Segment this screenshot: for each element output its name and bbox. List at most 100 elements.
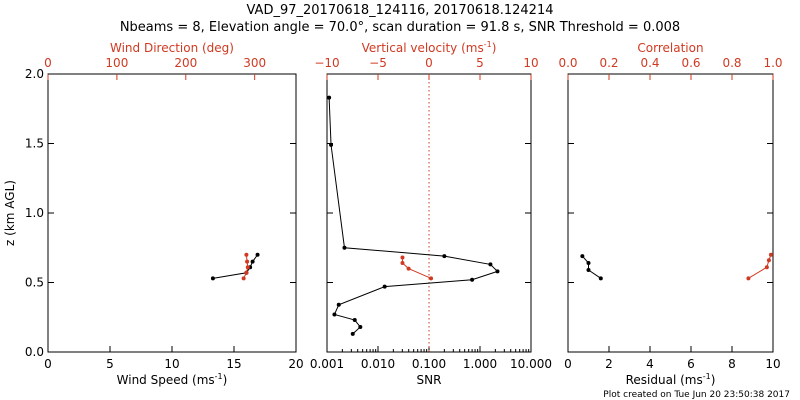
data-point (210, 276, 215, 281)
y-axis-label: z (km AGL) (3, 180, 17, 246)
data-point (241, 276, 246, 281)
bottom-axis-label-close: ) (711, 373, 716, 387)
data-point (358, 324, 363, 329)
data-point (586, 261, 591, 266)
series-line-snr (328, 97, 499, 335)
top-tick-label: 0.2 (599, 56, 618, 70)
bottom-tick-label: 20 (288, 357, 303, 371)
top-tick-label: 0.4 (640, 56, 659, 70)
series-line-vertical-velocity (401, 257, 432, 279)
data-point (350, 331, 355, 336)
data-point (598, 276, 603, 281)
bottom-tick-label: 1.000 (463, 357, 497, 371)
data-point (244, 270, 249, 275)
top-axis-label-text: Correlation (637, 41, 703, 55)
top-tick-label: 200 (174, 56, 197, 70)
plot-frame (47, 73, 297, 353)
panel-residual: 0 2 4 6 8 10 0.0 0.2 0.4 0.6 0.8 1.0 (558, 56, 782, 371)
top-tick-label: 0.6 (681, 56, 700, 70)
panel-snr: 0.001 0.010 0.100 1.000 10.000 −10 −5 0 5 10 (310, 56, 552, 371)
series-line-residual (581, 255, 602, 279)
series-line-correlation (748, 254, 772, 279)
data-point (580, 254, 585, 259)
y-tick-label: 2.0 (25, 67, 44, 81)
data-point (746, 276, 751, 281)
bottom-tick-label: 2 (605, 357, 613, 371)
top-axis-label: Correlation (637, 41, 703, 55)
plot-frame (567, 73, 774, 353)
top-axis-label: Wind Direction (deg) (110, 41, 234, 55)
data-point (327, 95, 332, 100)
data-point (382, 284, 387, 289)
bottom-tick-label: 8 (728, 357, 736, 371)
bottom-axis-label-text: Wind Speed (ms (117, 373, 215, 387)
top-axis-label-text: Vertical velocity (ms (362, 41, 484, 55)
bottom-axis-label-text: SNR (417, 373, 442, 387)
top-tick-label: 300 (243, 56, 266, 70)
top-axis-label-text: Wind Direction (deg) (110, 41, 234, 55)
bottom-tick-label: 0 (44, 357, 52, 371)
bottom-tick-label: 0.001 (310, 357, 344, 371)
data-point (352, 318, 357, 323)
data-point (768, 252, 773, 257)
bottom-tick-label: 0 (564, 357, 572, 371)
bottom-tick-label: 6 (687, 357, 695, 371)
bottom-axis-label: Residual (ms-1) (626, 372, 716, 387)
bottom-tick-label: 15 (226, 357, 241, 371)
data-point (488, 262, 493, 267)
bottom-tick-label: 0.010 (361, 357, 395, 371)
top-tick-label: −10 (314, 56, 339, 70)
bottom-axis-label: Wind Speed (ms-1) (117, 372, 228, 387)
top-tick-label: 10 (523, 56, 538, 70)
top-tick-label: 0.8 (722, 56, 741, 70)
data-point (764, 265, 769, 270)
data-point (255, 252, 260, 257)
bottom-axis-label-exponent: -1 (215, 372, 223, 381)
top-tick-label: 5 (476, 56, 484, 70)
data-point (245, 265, 250, 270)
bottom-tick-label: 5 (106, 357, 114, 371)
top-tick-label: −5 (369, 56, 387, 70)
data-point (244, 252, 249, 257)
bottom-tick-label: 10 (765, 357, 780, 371)
bottom-tick-label: 0.100 (412, 357, 446, 371)
data-point (766, 258, 771, 263)
figure-subtitle: Nbeams = 8, Elevation angle = 70.0°, sca… (120, 20, 680, 35)
figure-title: VAD_97_20170618_124116, 20170618.124214 (247, 3, 554, 18)
bottom-axis-label-text: Residual (ms (626, 373, 703, 387)
data-point (470, 277, 475, 282)
top-axis-label-exponent: -1 (484, 40, 492, 49)
data-point (400, 261, 405, 266)
data-point (495, 269, 500, 274)
bottom-axis-label-close: ) (223, 373, 228, 387)
top-tick-label: 0 (425, 56, 433, 70)
data-point (442, 254, 447, 259)
data-point (406, 266, 411, 271)
data-point (332, 312, 337, 317)
data-point (250, 259, 255, 264)
data-point (429, 276, 434, 281)
data-point (342, 245, 347, 250)
data-point (400, 255, 405, 260)
y-tick-label: 0.0 (25, 345, 44, 359)
top-tick-label: 1.0 (763, 56, 782, 70)
plot-credit: Plot created on Tue Jun 20 23:50:38 2017 (603, 390, 790, 400)
top-axis-label-close: ) (492, 41, 497, 55)
bottom-tick-label: 4 (646, 357, 654, 371)
top-tick-label: 100 (105, 56, 128, 70)
data-point (336, 302, 341, 307)
data-point (245, 259, 250, 264)
bottom-tick-label: 10.000 (510, 357, 552, 371)
bottom-axis-label-exponent: -1 (703, 372, 711, 381)
y-tick-label: 0.5 (25, 276, 44, 290)
top-tick-label: 0.0 (558, 56, 577, 70)
top-tick-label: 0 (44, 56, 52, 70)
bottom-tick-label: 10 (164, 357, 179, 371)
bottom-axis-label: SNR (417, 373, 442, 387)
top-axis-label: Vertical velocity (ms-1) (362, 40, 497, 55)
y-tick-label: 1.0 (25, 206, 44, 220)
data-point (329, 142, 334, 147)
